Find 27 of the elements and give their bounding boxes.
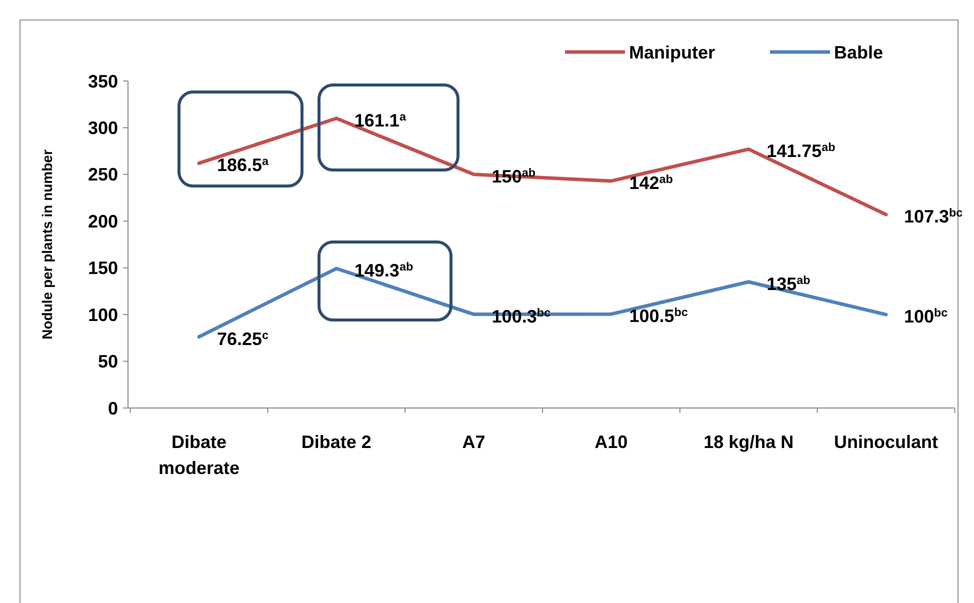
y-axis-title: Nodule per plants in number [39, 149, 55, 340]
data-label: 100.5$^{bc}$ [629, 306, 688, 326]
data-label: 76.25$^{c}$ [217, 328, 270, 349]
data-label: 149.3$^{ab}$ [354, 260, 414, 281]
y-tick-label: 300 [88, 118, 118, 138]
data-label: 135$^{ab}$ [766, 273, 810, 294]
y-tick-label: 150 [88, 258, 118, 278]
x-tick-label: A7 [462, 432, 486, 452]
annotation: 161.1$^{a}$ [354, 110, 406, 130]
legend-label: Maniputer [629, 42, 716, 62]
x-tick-label: 18 kg/ha N [704, 432, 794, 452]
annotation: 107.3$^{bc}$ [904, 206, 964, 227]
y-tick-label: 100 [88, 304, 118, 325]
x-tick-label: Uninoculant [834, 432, 938, 452]
data-label: 100$^{bc}$ [904, 306, 948, 327]
annotation: 141.75$^{ab}$ [766, 140, 836, 162]
x-tick-label: Dibate moderate [158, 432, 240, 478]
y-tick-label: 350 [88, 71, 118, 92]
y-tick-label: 200 [88, 211, 118, 232]
y-tick-label: 250 [88, 164, 118, 185]
legend-label: Bable [834, 42, 884, 62]
y-tick-label: 50 [98, 352, 118, 372]
annotation: 186.5$^{a}$ [217, 154, 270, 176]
y-tick-label: 0 [108, 398, 118, 418]
x-tick-label: A10 [594, 432, 628, 452]
x-tick-label: Dibate 2 [301, 432, 372, 452]
annotation: 142$^{ab}$ [629, 172, 673, 193]
